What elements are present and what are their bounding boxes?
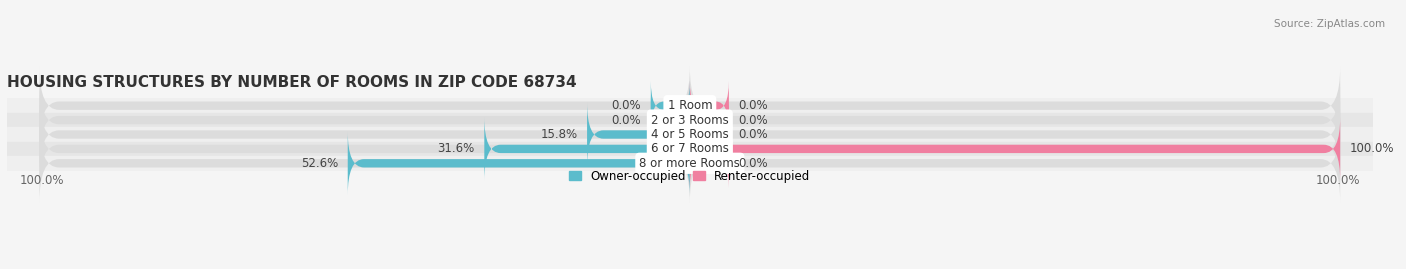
FancyBboxPatch shape: [690, 81, 728, 130]
Text: 52.6%: 52.6%: [301, 157, 337, 170]
FancyBboxPatch shape: [690, 110, 1340, 188]
FancyBboxPatch shape: [39, 81, 690, 159]
Text: 0.0%: 0.0%: [612, 99, 641, 112]
Text: 0.0%: 0.0%: [738, 114, 768, 127]
FancyBboxPatch shape: [39, 95, 690, 174]
Text: 31.6%: 31.6%: [437, 142, 475, 155]
FancyBboxPatch shape: [39, 110, 690, 188]
Text: 0.0%: 0.0%: [612, 114, 641, 127]
Bar: [7, 156, 1372, 171]
Text: 6 or 7 Rooms: 6 or 7 Rooms: [651, 142, 728, 155]
Text: 2 or 3 Rooms: 2 or 3 Rooms: [651, 114, 728, 127]
FancyBboxPatch shape: [690, 95, 728, 145]
FancyBboxPatch shape: [39, 67, 690, 145]
FancyBboxPatch shape: [690, 110, 728, 159]
FancyBboxPatch shape: [651, 81, 690, 130]
Bar: [7, 98, 1372, 113]
FancyBboxPatch shape: [347, 132, 690, 195]
Text: 0.0%: 0.0%: [738, 128, 768, 141]
FancyBboxPatch shape: [690, 95, 1340, 174]
FancyBboxPatch shape: [690, 139, 728, 188]
FancyBboxPatch shape: [690, 124, 1340, 202]
Bar: [7, 142, 1372, 156]
Text: 8 or more Rooms: 8 or more Rooms: [640, 157, 741, 170]
Text: 15.8%: 15.8%: [540, 128, 578, 141]
Text: 100.0%: 100.0%: [20, 174, 65, 187]
Text: 0.0%: 0.0%: [738, 157, 768, 170]
Text: 0.0%: 0.0%: [738, 99, 768, 112]
Text: HOUSING STRUCTURES BY NUMBER OF ROOMS IN ZIP CODE 68734: HOUSING STRUCTURES BY NUMBER OF ROOMS IN…: [7, 75, 576, 90]
Text: 100.0%: 100.0%: [1315, 174, 1360, 187]
FancyBboxPatch shape: [690, 117, 1340, 181]
FancyBboxPatch shape: [588, 103, 690, 166]
FancyBboxPatch shape: [690, 81, 1340, 159]
FancyBboxPatch shape: [651, 95, 690, 145]
Legend: Owner-occupied, Renter-occupied: Owner-occupied, Renter-occupied: [564, 165, 815, 188]
Text: 1 Room: 1 Room: [668, 99, 713, 112]
Bar: [7, 113, 1372, 127]
Text: 100.0%: 100.0%: [1350, 142, 1395, 155]
FancyBboxPatch shape: [484, 117, 690, 181]
Bar: [7, 127, 1372, 142]
Text: Source: ZipAtlas.com: Source: ZipAtlas.com: [1274, 19, 1385, 29]
FancyBboxPatch shape: [39, 124, 690, 202]
Text: 4 or 5 Rooms: 4 or 5 Rooms: [651, 128, 728, 141]
FancyBboxPatch shape: [690, 67, 1340, 145]
